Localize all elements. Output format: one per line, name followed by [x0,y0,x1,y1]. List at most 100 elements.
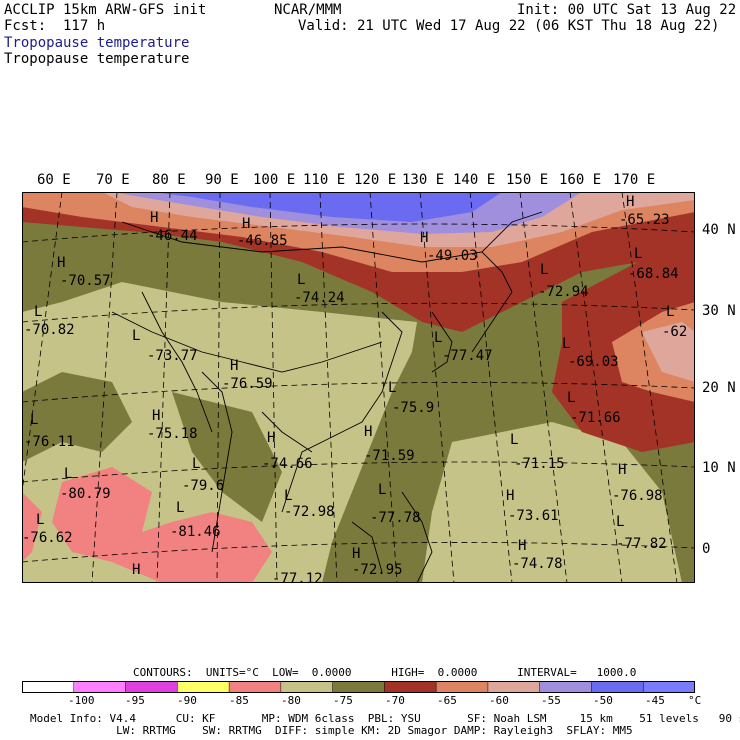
hl-value: -70.57 [60,273,111,289]
hl-symbol: H [364,424,372,440]
colorbar-segment [177,681,230,693]
colorbar-label: -55 [541,694,561,707]
lon-line [469,192,513,583]
hl-symbol: L [30,412,38,428]
lon-line [91,192,118,583]
contours-info: CONTOURS: UNITS=°C LOW= 0.0000 HIGH= 0.0… [133,666,637,679]
hl-symbol: H [626,194,634,210]
colorbar [22,681,695,693]
colorbar-segment [539,681,593,693]
hl-symbol: L [36,512,44,528]
hl-value: -71.15 [514,456,565,472]
init-time: Init: 00 UTC Sat 13 Aug 22 [517,2,737,18]
hl-symbol: L [284,488,292,504]
coastline [431,311,453,373]
hl-symbol: L [64,466,72,482]
hl-value: -71.59 [364,448,415,464]
hl-symbol: L [388,380,396,396]
colorbar-segment [73,681,127,693]
hl-value: -74.66 [262,456,313,472]
colorbar-segment [435,681,489,693]
model-info-line1: Model Info: V4.4 CU: KF MP: WDM 6class P… [30,712,740,725]
hl-value: -77.82 [616,536,667,552]
lon-label: 150 E [506,172,549,188]
hl-value: -46.85 [237,233,288,249]
hl-value: -72.94 [538,284,589,300]
hl-value: -49.03 [427,248,478,264]
lat-line [22,223,695,243]
map-border [22,192,695,583]
colorbar-segment [332,681,386,693]
lat-label: 20 N [702,380,736,396]
lon-line [156,192,171,583]
colorbar-label: -65 [437,694,457,707]
hl-symbol: H [230,358,238,374]
hl-value: -75.9 [392,400,434,416]
lon-label: 160 E [559,172,602,188]
lon-line [269,192,278,583]
shaded-field-title: Tropopause temperature [4,35,190,51]
band-olive [172,392,282,522]
hl-symbol: L [616,514,624,530]
hl-value: -77.78 [370,510,421,526]
colorbar-label: -85 [229,694,249,707]
valid-time: Valid: 21 UTC Wed 17 Aug 22 (06 KST Thu … [298,18,720,34]
hl-value: -73.61 [508,508,559,524]
colorbar-segment [591,681,644,693]
hl-symbol: L [192,456,200,472]
hl-value: -46.44 [147,228,198,244]
lat-label: 10 N [702,460,736,476]
hl-value: -79.6 [182,478,224,494]
band-peach [642,322,695,382]
hl-value: -77.12 [272,571,323,583]
country-border [121,211,543,263]
coastline [281,311,403,513]
hl-symbol: L [567,390,575,406]
lon-label: 80 E [152,172,186,188]
lat-line [22,542,695,563]
lon-line [569,192,623,583]
colorbar-label: -90 [177,694,197,707]
lon-label: 140 E [453,172,496,188]
lat-label: 0 [702,541,711,557]
hl-symbol: H [618,462,626,478]
hl-symbol: H [150,210,158,226]
lon-label: 170 E [613,172,656,188]
hl-symbol: H [132,562,140,578]
hl-value: -70.82 [24,322,75,338]
country-border [261,411,313,453]
colorbar-segment [384,681,437,693]
hl-value: -62 [662,324,687,340]
tropopause-temperature-map: H -46.44 H -46.85 H -49.03 H -65.23 L -6… [22,192,695,583]
hl-symbol: L [634,246,642,262]
lon-label: 90 E [205,172,239,188]
hl-symbol: L [378,482,386,498]
colorbar-label: -95 [125,694,145,707]
lat-line [22,382,695,403]
hl-value: -77.47 [442,348,493,364]
lon-label: 60 E [37,172,71,188]
lon-line [519,192,568,583]
lon-line [621,192,678,583]
colorbar-segment [487,681,541,693]
forecast-hour: Fcst: 117 h [4,18,106,34]
hl-symbol: L [666,304,674,320]
hl-symbol: L [540,262,548,278]
lon-line [22,192,63,493]
hl-symbol: L [297,272,305,288]
hl-symbol: H [506,488,514,504]
hl-value: -65.23 [619,212,670,228]
lon-label: 110 E [303,172,346,188]
contour-field-title: Tropopause temperature [4,51,190,67]
colorbar-label: -70 [385,694,405,707]
hl-value: -73.77 [147,348,198,364]
hl-symbol: L [176,500,184,516]
colorbar-label: -60 [489,694,509,707]
hl-symbol: L [34,304,42,320]
hl-value: -76.98 [612,488,663,504]
hl-symbol: H [152,408,160,424]
lon-label: 100 E [253,172,296,188]
colorbar-segment [22,681,75,693]
coastline [401,491,433,583]
hl-symbol: L [434,330,442,346]
